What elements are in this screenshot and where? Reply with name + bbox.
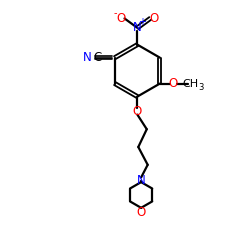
Text: O: O [136,206,146,219]
Text: O: O [116,12,126,25]
Text: O: O [133,105,142,118]
Text: -: - [113,8,117,18]
Text: O: O [169,77,178,90]
Text: C: C [93,51,101,64]
Text: N: N [83,51,92,64]
Text: O: O [149,12,158,25]
Text: 3: 3 [198,82,204,92]
Text: N: N [137,174,145,187]
Text: +: + [138,18,146,28]
Text: CH: CH [183,78,199,88]
Text: N: N [133,21,142,34]
